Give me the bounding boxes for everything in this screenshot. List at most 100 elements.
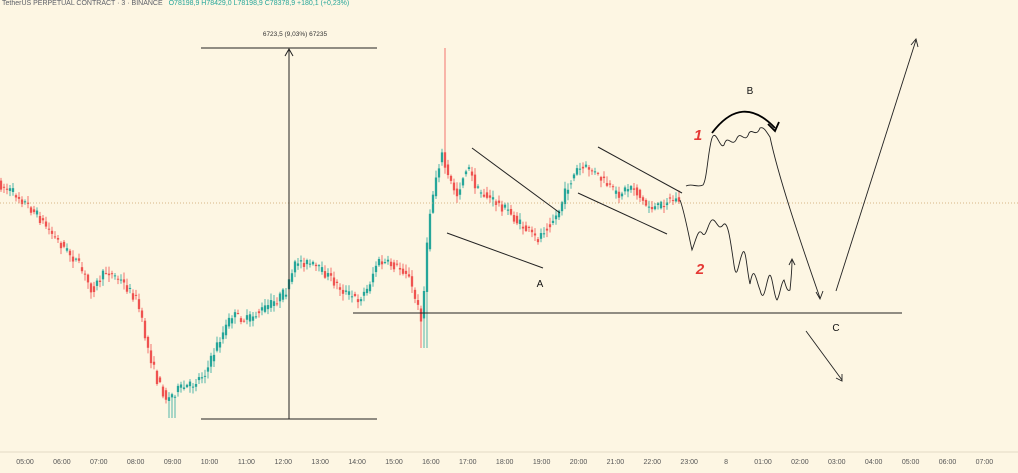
candle [566, 183, 570, 201]
candle [605, 176, 609, 188]
candle-body [341, 289, 345, 294]
scenario-1-path [685, 127, 821, 299]
measure-label: 6723,5 (9,03%) 67235 [263, 31, 328, 38]
candle [506, 202, 510, 215]
candle-body [317, 265, 321, 267]
candle [80, 262, 84, 274]
candle-body [569, 183, 573, 185]
ohlc-values: O78198,9 H78429,0 L78198,9 C78378,9 +180… [168, 0, 350, 7]
wave-b-arrowhead [767, 121, 780, 133]
candle-body [0, 180, 3, 190]
candle [206, 360, 210, 379]
candle [35, 207, 39, 218]
time-tick-label: 10:00 [201, 459, 219, 466]
candle [671, 195, 675, 205]
candle-body [626, 189, 630, 192]
target-up-arrowhead [910, 38, 919, 48]
candle-body [557, 210, 561, 218]
candle [626, 184, 630, 198]
candle-body [662, 205, 666, 208]
candle-body [368, 284, 372, 292]
candle-body [425, 242, 429, 292]
candle-body [413, 289, 417, 299]
candle-body [281, 289, 285, 300]
candle [281, 288, 285, 303]
candle-body [119, 279, 123, 281]
candle-body [293, 261, 297, 273]
candle-body [590, 170, 594, 172]
candle [122, 272, 126, 290]
candle [65, 243, 69, 253]
candle [41, 214, 45, 224]
candle-body [563, 188, 567, 205]
candle-body [101, 270, 105, 280]
candle-body [152, 361, 156, 365]
candle-body [536, 239, 540, 243]
candle-body [38, 215, 42, 223]
candle [140, 307, 144, 323]
candle [278, 291, 282, 309]
candle-body [674, 198, 678, 202]
candle [119, 274, 123, 284]
channel-2-lower [577, 192, 668, 235]
candle-body [338, 287, 342, 290]
candle-body [419, 308, 423, 322]
candle [62, 239, 66, 249]
candle [533, 228, 537, 241]
candle [77, 253, 81, 264]
candle [335, 279, 339, 290]
candle [572, 173, 576, 182]
scenario-2-path [679, 199, 793, 301]
scenario-label-1: 1 [694, 127, 702, 144]
time-tick-label: 11:00 [238, 459, 255, 466]
candle-body [86, 274, 90, 283]
candle-body [143, 320, 147, 339]
candle [353, 291, 357, 298]
candle-body [236, 313, 240, 315]
time-tick-label: 17:00 [459, 459, 477, 466]
candle [224, 319, 228, 339]
candle [485, 186, 489, 200]
candle-body [173, 396, 177, 398]
candle-body [410, 276, 414, 287]
candle-body [632, 188, 636, 190]
candle [668, 193, 672, 203]
candle [515, 212, 519, 226]
candle-body [509, 208, 513, 215]
candle [575, 164, 579, 176]
candle [464, 169, 468, 177]
candle [545, 223, 549, 238]
candle [440, 148, 444, 166]
candle-body [635, 187, 639, 196]
candle-body [377, 259, 381, 266]
candle [107, 266, 111, 282]
candle [164, 387, 168, 404]
time-tick-label: 22:00 [644, 459, 662, 466]
candle [59, 241, 63, 255]
candle [611, 184, 615, 191]
candle-body [617, 191, 621, 198]
candle [194, 379, 198, 392]
candle-body [83, 273, 87, 275]
candle-body [353, 293, 357, 296]
candle-body [233, 312, 237, 318]
candle [320, 261, 324, 275]
candle [86, 273, 90, 289]
candle [362, 287, 366, 302]
candle [383, 258, 387, 265]
candle [608, 180, 612, 188]
candle [428, 209, 432, 252]
candle-body [347, 291, 351, 295]
candle [20, 196, 24, 208]
candle [638, 188, 642, 202]
candle-body [650, 207, 654, 210]
candle [530, 226, 534, 238]
candle [0, 177, 3, 192]
candle-body [32, 209, 36, 213]
candle [83, 270, 87, 281]
candle [443, 48, 447, 174]
candle [674, 192, 678, 203]
candle [374, 261, 378, 277]
